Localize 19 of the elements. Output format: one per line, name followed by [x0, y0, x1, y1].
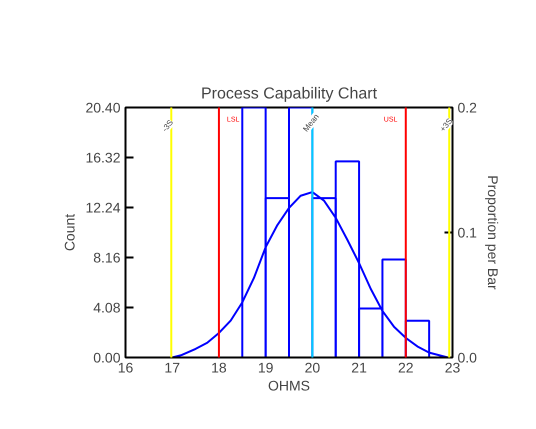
ref-line-label: -3S [160, 118, 176, 134]
chart-title: Process Capability Chart [200, 86, 378, 102]
y-tick-label: 4.08 [93, 300, 121, 316]
x-axis-title: OHMS [268, 378, 310, 394]
y-tick-label: 8.16 [93, 250, 121, 266]
y-tick-label: 12.24 [85, 200, 121, 216]
x-tick-label: 18 [211, 360, 227, 376]
x-tick-label: 21 [351, 360, 368, 376]
ref-line-label: +3S [438, 116, 454, 134]
y-tick-label: 16.32 [85, 150, 121, 166]
y2-axis-title: Proportion per Bar [484, 175, 501, 290]
x-tick-label: 19 [258, 360, 274, 376]
x-tick-label: 20 [304, 360, 320, 376]
y-axis-title: Count [61, 214, 78, 252]
y2-tick-label: 0.2 [458, 100, 478, 116]
x-tick-label: 22 [398, 360, 414, 376]
x-tick-label: 17 [164, 360, 180, 376]
y-tick-label: 20.40 [85, 100, 121, 116]
y2-tick-label: 0.1 [458, 224, 478, 240]
